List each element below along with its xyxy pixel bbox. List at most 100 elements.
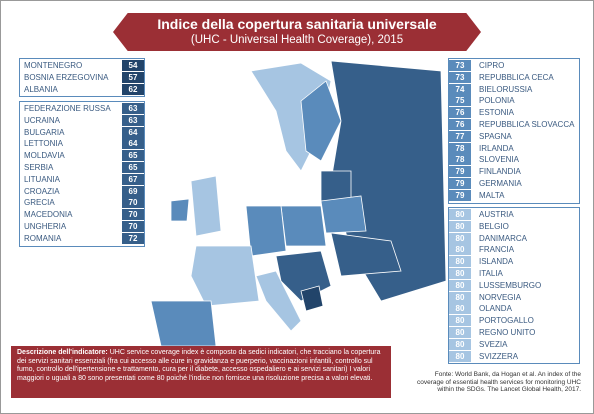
- country-name: BOSNIA ERZEGOVINA: [24, 72, 109, 82]
- country-row: MONTENEGRO 54: [20, 60, 144, 71]
- country-row: LETTONIA 64: [20, 138, 144, 150]
- coverage-value: 80: [449, 209, 471, 220]
- ireland: [170, 198, 190, 222]
- country-name: FINLANDIA: [479, 167, 521, 177]
- coverage-value: 80: [449, 279, 471, 291]
- coverage-value: 64: [122, 126, 144, 138]
- coverage-value: 72: [122, 232, 144, 244]
- country-name: SLOVENIA: [479, 155, 520, 165]
- country-name: REPUBBLICA CECA: [479, 72, 554, 82]
- country-panel: MONTENEGRO 54 BOSNIA ERZEGOVINA 57 ALBANIA 62: [19, 58, 145, 98]
- coverage-value: 79: [449, 166, 471, 178]
- country-row: CIPRO 73: [449, 60, 579, 71]
- coverage-value: 80: [449, 220, 471, 232]
- country-name: FRANCIA: [479, 245, 515, 255]
- country-row: ESTONIA 76: [449, 107, 579, 119]
- country-name: CIPRO: [479, 61, 505, 70]
- country-row: UNGHERIA 70: [20, 221, 144, 232]
- country-name: LUSSEMBURGO: [479, 280, 542, 290]
- country-row: BELGIO 80: [449, 220, 579, 232]
- western-balkans: [300, 285, 324, 312]
- country-row: DANIMARCA 80: [449, 232, 579, 244]
- france: [190, 245, 260, 307]
- coverage-value: 54: [122, 60, 144, 71]
- italy: [255, 270, 302, 332]
- title-banner: Indice della copertura sanitaria univers…: [113, 13, 481, 51]
- country-name: ITALIA: [479, 269, 503, 278]
- country-name: SPAGNA: [479, 131, 512, 141]
- coverage-value: 73: [449, 60, 471, 71]
- country-row: SVEZIA 80: [449, 338, 579, 350]
- country-name: MALTA: [479, 190, 505, 200]
- coverage-value: 57: [122, 71, 144, 83]
- country-name: ESTONIA: [479, 108, 514, 118]
- country-row: FRANCIA 80: [449, 244, 579, 256]
- coverage-value: 70: [122, 221, 144, 232]
- country-row: BULGARIA 64: [20, 126, 144, 138]
- country-row: SLOVENIA 78: [449, 154, 579, 166]
- germany: [245, 205, 287, 257]
- country-name: GERMANIA: [479, 179, 522, 188]
- coverage-value: 67: [122, 173, 144, 185]
- subtitle: (UHC - Universal Health Coverage), 2015: [190, 34, 404, 46]
- finland: [300, 80, 342, 162]
- coverage-value: 63: [122, 114, 144, 126]
- country-row: REPUBBLICA SLOVACCA 76: [449, 119, 579, 130]
- country-name: GRECIA: [24, 198, 55, 208]
- country-panel: FEDERAZIONE RUSSA 63 UCRAINA 63 BULGARIA 64 LE…: [19, 101, 145, 247]
- coverage-value: 64: [122, 138, 144, 150]
- country-row: PORTOGALLO 80: [449, 315, 579, 327]
- country-row: POLONIA 75: [449, 95, 579, 107]
- coverage-value: 79: [449, 178, 471, 189]
- country-panel: AUSTRIA 80 BELGIO 80 DANIMARCA 80 FRANCIA 80 ISL…: [448, 207, 580, 365]
- country-row: OLANDA 80: [449, 303, 579, 315]
- country-panel: CIPRO 73 REPUBBLICA CECA 73 BIELORUSSIA 74 POL…: [448, 58, 580, 204]
- country-name: BELGIO: [479, 221, 509, 231]
- uk: [190, 175, 222, 237]
- country-row: FEDERAZIONE RUSSA 63: [20, 103, 144, 114]
- country-name: PORTOGALLO: [479, 316, 534, 326]
- country-name: ROMANIA: [24, 233, 62, 243]
- coverage-value: 70: [122, 197, 144, 209]
- country-name: BULGARIA: [24, 127, 65, 137]
- country-row: LITUANIA 67: [20, 173, 144, 185]
- coverage-value: 73: [449, 71, 471, 83]
- coverage-value: 80: [449, 256, 471, 268]
- country-name: OLANDA: [479, 304, 512, 314]
- iberia: [150, 300, 217, 347]
- coverage-value: 80: [449, 268, 471, 279]
- country-name: NORVEGIA: [479, 292, 522, 302]
- country-row: GRECIA 70: [20, 197, 144, 209]
- coverage-value: 80: [449, 303, 471, 315]
- poland: [280, 205, 327, 247]
- country-row: REPUBBLICA CECA 73: [449, 71, 579, 83]
- country-name: ISLANDA: [479, 257, 514, 267]
- country-name: REPUBBLICA SLOVACCA: [479, 120, 575, 129]
- coverage-value: 69: [122, 185, 144, 197]
- country-name: AUSTRIA: [479, 210, 514, 219]
- coverage-value: 78: [449, 154, 471, 166]
- country-row: MACEDONIA 70: [20, 209, 144, 221]
- coverage-value: 80: [449, 244, 471, 256]
- country-row: LUSSEMBURGO 80: [449, 279, 579, 291]
- country-name: CROAZIA: [24, 186, 60, 196]
- country-row: UCRAINA 63: [20, 114, 144, 126]
- country-name: MONTENEGRO: [24, 61, 83, 70]
- country-row: ITALIA 80: [449, 268, 579, 279]
- coverage-value: 76: [449, 119, 471, 130]
- country-name: MACEDONIA: [24, 210, 73, 220]
- coverage-value: 76: [449, 107, 471, 119]
- source: Fonte: World Bank, da Hogan et al. An in…: [416, 371, 581, 393]
- belarus: [320, 195, 367, 234]
- baltics: [320, 170, 352, 202]
- country-row: NORVEGIA 80: [449, 291, 579, 303]
- country-name: ALBANIA: [24, 84, 58, 94]
- country-name: LETTONIA: [24, 139, 63, 149]
- country-row: BIELORUSSIA 74: [449, 83, 579, 95]
- coverage-value: 79: [449, 189, 471, 201]
- country-row: GERMANIA 79: [449, 178, 579, 189]
- coverage-value: 80: [449, 350, 471, 362]
- country-row: SVIZZERA 80: [449, 350, 579, 362]
